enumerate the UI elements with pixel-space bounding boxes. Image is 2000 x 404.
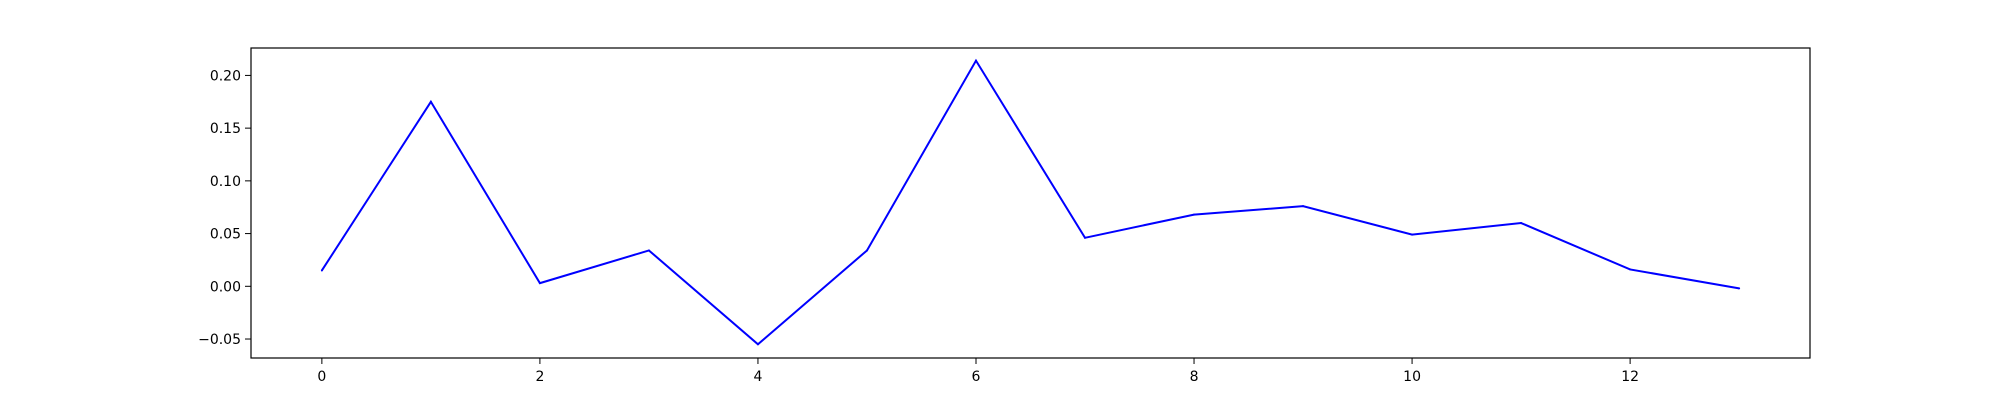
plot-frame [250, 47, 1811, 359]
data-point [1520, 222, 1523, 225]
x-tick-label: 2 [535, 369, 544, 385]
y-tick-label: 0.15 [210, 121, 241, 137]
x-tick-label: 12 [1621, 369, 1639, 385]
data-point [1193, 213, 1196, 216]
x-tick-label: 0 [317, 369, 326, 385]
y-tick-label: 0.20 [210, 68, 241, 84]
data-point [974, 59, 977, 62]
x-tick-label: 8 [1190, 369, 1199, 385]
data-point [756, 343, 759, 346]
series-layer [320, 58, 1741, 346]
x-tick-label: 10 [1403, 369, 1421, 385]
data-point [429, 100, 432, 103]
data-point [865, 249, 868, 252]
data-point [1084, 236, 1087, 239]
x-tick-label: 6 [972, 369, 981, 385]
data-point [1302, 205, 1305, 208]
data-point [1629, 268, 1632, 271]
data-point [647, 249, 650, 252]
y-tick-label: 0.10 [210, 174, 241, 190]
x-tick-label: 4 [753, 369, 762, 385]
axes-ticks: 0 2 4 6 8 10 12 −0.05 0.00 0.05 0.10 0.15 0.20 [198, 68, 1639, 385]
y-tick-label: 0.05 [210, 227, 241, 243]
data-point [1411, 233, 1414, 236]
y-tick-label: −0.05 [198, 332, 241, 348]
y-tick-label: 0.00 [210, 279, 241, 295]
data-point [538, 282, 541, 285]
data-point [320, 269, 323, 272]
series-line [321, 58, 1740, 346]
data-point [1738, 287, 1741, 290]
